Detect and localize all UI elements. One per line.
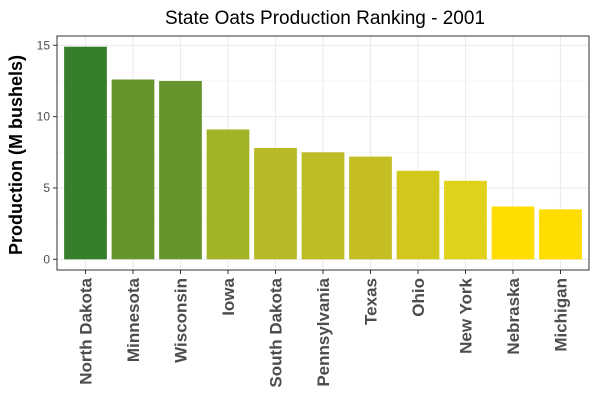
bar — [254, 148, 297, 260]
x-tick-label: Michigan — [552, 278, 571, 352]
y-tick-label: 5 — [43, 181, 50, 195]
x-tick-label: Nebraska — [504, 277, 523, 354]
bar — [491, 206, 535, 260]
y-tick-label: 10 — [37, 110, 51, 124]
y-tick-label: 0 — [43, 252, 50, 266]
x-tick-label: New York — [457, 277, 476, 353]
chart-title: State Oats Production Ranking - 2001 — [165, 8, 485, 29]
bar — [444, 180, 487, 260]
x-tick-label: North Dakota — [77, 277, 96, 384]
bar — [396, 170, 440, 260]
y-axis-label: Production (M bushels) — [6, 55, 26, 255]
x-tick-label: Wisconsin — [172, 278, 191, 363]
bar — [301, 152, 345, 260]
bar — [349, 156, 392, 260]
bar — [206, 129, 250, 260]
x-tick-label: Pennsylvania — [314, 277, 333, 386]
bar — [539, 209, 582, 260]
x-tick-label: Ohio — [409, 278, 428, 317]
bar — [159, 80, 202, 260]
y-axis-ticks: 0 5 10 15 — [37, 38, 57, 266]
x-tick-label: Iowa — [219, 277, 238, 315]
x-tick-label: Minnesota — [124, 277, 143, 362]
bar — [64, 46, 107, 260]
bars — [64, 46, 582, 260]
x-axis-ticks: North Dakota Minnesota Wisconsin Iowa South … — [77, 270, 571, 388]
x-tick-label: South Dakota — [267, 277, 286, 387]
x-tick-label: Texas — [362, 278, 381, 325]
bar — [111, 79, 155, 260]
y-tick-label: 15 — [37, 38, 51, 52]
